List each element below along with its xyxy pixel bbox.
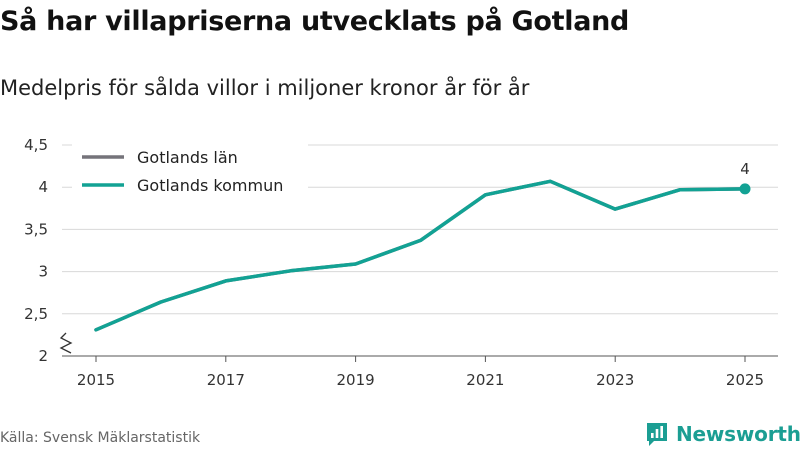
x-tick-label: 2021 bbox=[466, 371, 504, 389]
brand-logo: Newsworthy bbox=[645, 421, 800, 447]
y-tick-label: 4 bbox=[38, 178, 48, 196]
x-tick-label: 2025 bbox=[726, 371, 764, 389]
y-tick-label: 4,5 bbox=[24, 136, 48, 154]
y-tick-label: 3 bbox=[38, 263, 48, 281]
chart-title: Så har villapriserna utvecklats på Gotla… bbox=[0, 6, 630, 37]
legend-label: Gotlands län bbox=[137, 148, 238, 167]
x-tick-label: 2023 bbox=[596, 371, 634, 389]
y-tick-label: 2 bbox=[38, 347, 48, 365]
axis-break-icon bbox=[59, 332, 73, 354]
x-tick-label: 2019 bbox=[337, 371, 375, 389]
series-line-gotlands-lan bbox=[94, 179, 747, 332]
chart-subtitle: Medelpris för sålda villor i miljoner kr… bbox=[0, 76, 530, 100]
x-tick-label: 2015 bbox=[77, 371, 115, 389]
end-point-marker bbox=[739, 183, 751, 195]
x-tick-label: 2017 bbox=[207, 371, 245, 389]
newsworthy-logo-icon bbox=[647, 423, 667, 446]
end-value-label: 4 bbox=[740, 160, 750, 178]
series-line-gotlands-kommun bbox=[94, 179, 747, 332]
legend-background bbox=[72, 142, 308, 200]
legend-label: Gotlands kommun bbox=[137, 176, 283, 195]
line-chart: 2 2,5 3 3,5 4 4,5 2015 2017 2019 2021 2023 2025 4 Got… bbox=[24, 136, 778, 389]
brand-name: Newsworthy bbox=[676, 422, 800, 446]
source-note: Källa: Svensk Mäklarstatistik bbox=[0, 430, 201, 446]
y-tick-label: 2,5 bbox=[24, 305, 48, 323]
y-tick-label: 3,5 bbox=[24, 220, 48, 238]
